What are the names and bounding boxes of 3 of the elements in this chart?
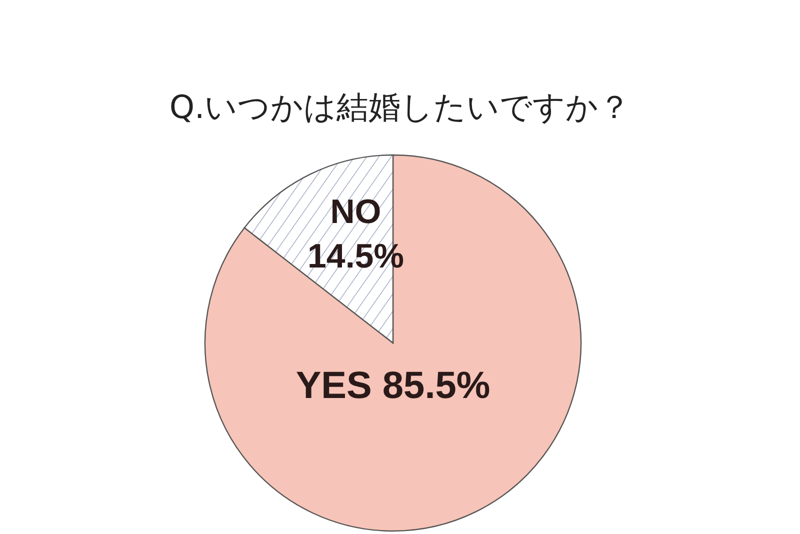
chart-title: Q.いつかは結婚したいですか？ [169,88,631,126]
slice-label: NO [330,193,382,232]
slice-label: YES 85.5% [296,365,490,407]
